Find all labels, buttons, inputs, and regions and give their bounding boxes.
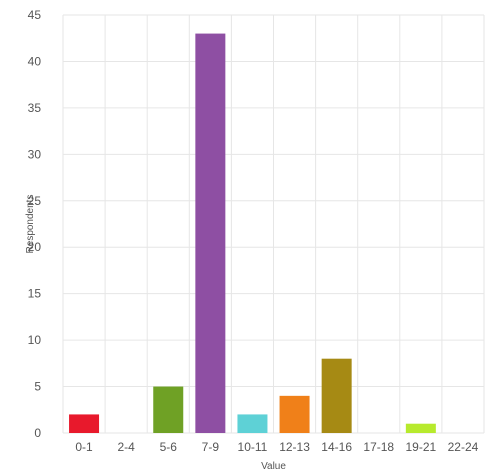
bar-12-13[interactable] — [279, 395, 310, 433]
bar-19-21[interactable] — [405, 423, 436, 433]
x-tick-label: 0-1 — [75, 440, 93, 454]
x-tick-label: 12-13 — [279, 440, 310, 454]
y-tick-label: 5 — [34, 380, 41, 394]
bar-0-1[interactable] — [69, 414, 100, 433]
x-tick-label: 5-6 — [160, 440, 178, 454]
x-axis-title: Value — [261, 461, 286, 472]
x-tick-label: 2-4 — [117, 440, 135, 454]
bar-5-6[interactable] — [153, 386, 184, 433]
x-tick-label: 19-21 — [405, 440, 436, 454]
x-tick-label: 17-18 — [363, 440, 394, 454]
y-tick-label: 45 — [28, 8, 42, 22]
x-tick-label: 7-9 — [202, 440, 220, 454]
x-tick-label: 14-16 — [321, 440, 352, 454]
x-tick-label: 10-11 — [238, 440, 268, 454]
y-tick-label: 0 — [34, 426, 41, 440]
bars — [69, 33, 436, 433]
bar-7-9[interactable] — [195, 33, 226, 433]
axes: 0 5 10 15 20 25 30 35 40 45 0-1 2-4 5-6 7-9 10-11 12-13… — [28, 8, 479, 454]
gridlines — [62, 14, 485, 434]
y-tick-label: 10 — [28, 333, 42, 347]
y-tick-label: 25 — [28, 194, 42, 208]
bar-14-16[interactable] — [321, 358, 352, 433]
y-tick-label: 40 — [28, 54, 42, 68]
y-axis-title: Respondents — [25, 195, 36, 254]
x-tick-label: 22-24 — [448, 440, 479, 454]
y-tick-label: 15 — [28, 287, 42, 301]
y-tick-label: 20 — [28, 240, 42, 254]
y-tick-label: 30 — [28, 147, 42, 161]
bar-10-11[interactable] — [237, 414, 268, 433]
y-tick-label: 35 — [28, 101, 42, 115]
